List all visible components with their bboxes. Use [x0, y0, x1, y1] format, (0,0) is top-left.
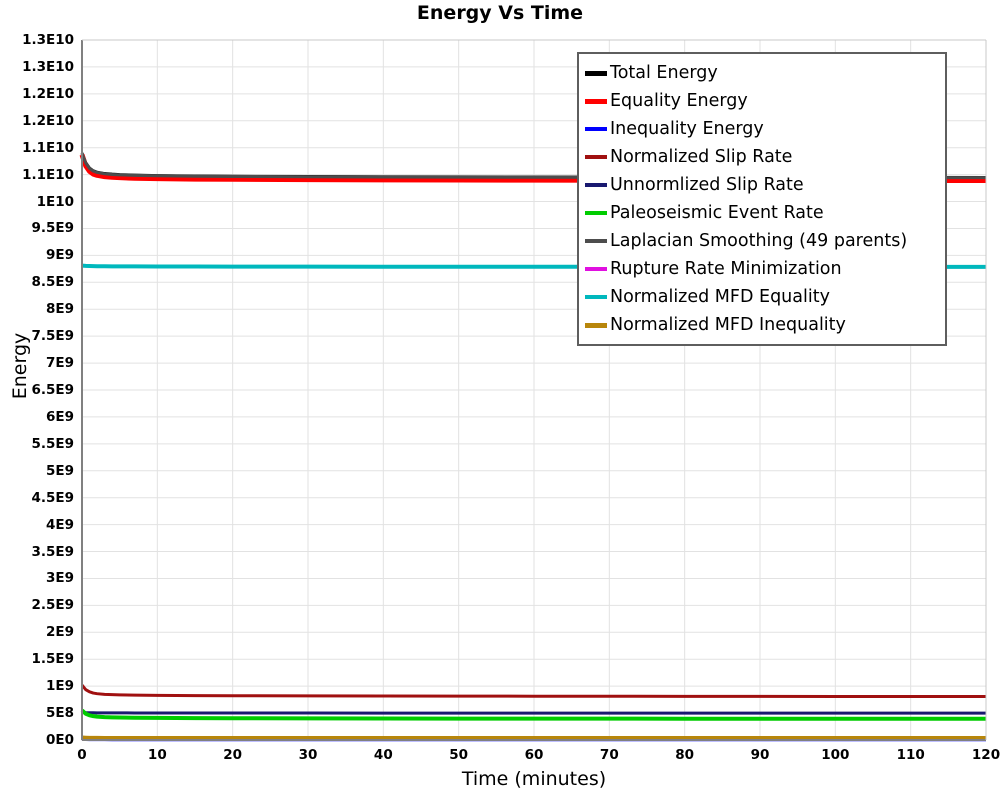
legend-color-swatch-icon — [585, 155, 607, 159]
legend-item-label: Inequality Energy — [610, 119, 764, 139]
chart-title: Energy Vs Time — [416, 2, 584, 24]
y-tick-label: 1.3E10 — [22, 32, 74, 48]
y-tick-label: 1.1E10 — [22, 166, 74, 183]
legend-color-swatch-icon — [585, 239, 607, 243]
legend-color-swatch-icon — [585, 70, 607, 76]
legend-color-swatch-icon — [585, 183, 607, 187]
x-tick-label: 100 — [821, 747, 850, 763]
legend-item-label: Laplacian Smoothing (49 parents) — [610, 231, 908, 251]
y-tick-label: 1E9 — [45, 678, 74, 695]
legend-item[interactable]: Normalized Slip Rate — [585, 143, 939, 171]
legend-item[interactable]: Equality Energy — [585, 87, 939, 115]
legend-item[interactable]: Normalized MFD Equality — [585, 283, 939, 311]
y-tick-label: 0E0 — [45, 732, 74, 748]
chart-legend: Total Energy Equality Energy Inequality En… — [577, 52, 947, 346]
y-tick-label: 5.5E9 — [31, 435, 74, 452]
y-tick-label: 1E10 — [36, 193, 74, 210]
legend-item-label: Normalized MFD Inequality — [610, 315, 846, 335]
series-line-5 — [80, 708, 987, 721]
y-tick-label: 1.2E10 — [22, 112, 74, 129]
legend-color-swatch-icon — [585, 211, 607, 215]
y-tick-label: 2.5E9 — [31, 597, 74, 614]
series-line-3 — [80, 684, 987, 699]
legend-item[interactable]: Unnormlized Slip Rate — [585, 171, 939, 199]
legend-color-swatch-icon — [585, 295, 607, 299]
legend-color-swatch-icon — [585, 322, 607, 328]
x-tick-label: 90 — [750, 747, 770, 763]
legend-item-label: Equality Energy — [610, 91, 748, 111]
legend-item[interactable]: Total Energy — [585, 59, 939, 87]
x-tick-label: 0 — [77, 747, 87, 763]
legend-item[interactable]: Inequality Energy — [585, 115, 939, 143]
y-tick-label: 4E9 — [45, 516, 74, 533]
x-tick-label: 110 — [896, 747, 925, 763]
legend-item[interactable]: Rupture Rate Minimization — [585, 255, 939, 283]
y-tick-label: 3.5E9 — [31, 543, 74, 560]
legend-item-label: Normalized Slip Rate — [610, 147, 793, 167]
y-tick-label: 7.5E9 — [31, 328, 74, 345]
legend-item-label: Unnormlized Slip Rate — [610, 175, 804, 195]
x-axis-label: Time (minutes) — [461, 768, 607, 790]
y-tick-label: 1.5E9 — [31, 651, 74, 668]
legend-item-label: Rupture Rate Minimization — [610, 259, 842, 279]
y-tick-label: 8.5E9 — [31, 274, 74, 291]
y-tick-label: 1.1E10 — [22, 139, 74, 156]
x-tick-label: 30 — [298, 747, 318, 763]
y-tick-label: 9.5E9 — [31, 220, 74, 237]
x-tick-label: 60 — [524, 747, 544, 763]
x-tick-label: 50 — [449, 747, 469, 763]
y-tick-label: 1.2E10 — [22, 85, 74, 102]
x-tick-label: 80 — [675, 747, 695, 763]
y-tick-label: 5E9 — [45, 462, 74, 479]
x-tick-label: 40 — [373, 747, 393, 763]
y-tick-label: 9E9 — [45, 247, 74, 264]
y-tick-label: 8E9 — [45, 301, 74, 318]
legend-item-label: Total Energy — [610, 63, 718, 83]
legend-item-label: Paleoseismic Event Rate — [610, 203, 824, 223]
y-tick-label: 5E8 — [45, 705, 74, 722]
x-tick-label: 120 — [971, 747, 1000, 763]
y-tick-label: 4.5E9 — [31, 489, 74, 506]
x-tick-label: 20 — [223, 747, 243, 763]
legend-item[interactable]: Paleoseismic Event Rate — [585, 199, 939, 227]
y-tick-label: 6.5E9 — [31, 382, 74, 398]
y-tick-label: 2E9 — [45, 624, 74, 641]
legend-color-swatch-icon — [585, 267, 607, 271]
y-tick-label: 7E9 — [45, 355, 74, 372]
x-tick-label: 10 — [147, 747, 167, 763]
y-tick-label: 3E9 — [45, 570, 74, 587]
legend-color-swatch-icon — [585, 127, 607, 131]
x-tick-label: 70 — [599, 747, 619, 763]
y-tick-label: 6E9 — [45, 408, 74, 425]
legend-color-swatch-icon — [585, 98, 607, 104]
series-line-4 — [81, 710, 987, 715]
legend-item-label: Normalized MFD Equality — [610, 287, 830, 307]
legend-item[interactable]: Laplacian Smoothing (49 parents) — [585, 227, 939, 255]
legend-item[interactable]: Normalized MFD Inequality — [585, 311, 939, 339]
y-tick-label: 1.3E10 — [22, 58, 74, 75]
